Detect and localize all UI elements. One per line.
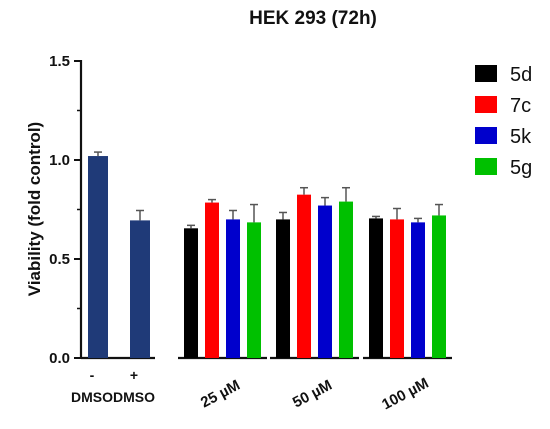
y-tick-label: 1.0 (49, 152, 70, 169)
y-tick-label: 1.5 (49, 53, 70, 70)
bars (88, 151, 446, 358)
bar-7c-group-3 (390, 219, 404, 358)
legend-swatch-5g (475, 158, 497, 175)
bar-5g-group-1 (247, 222, 261, 358)
legend-swatch-7c (475, 96, 497, 113)
legend: 5d 7c 5k 5g (475, 64, 532, 179)
bar-5g-group-2 (339, 201, 353, 358)
bar-control-2 (130, 220, 150, 358)
control-label-dmso: DMSO (71, 389, 113, 405)
y-tick-label: 0.0 (49, 350, 70, 367)
bar-5d-group-2 (276, 219, 290, 358)
y-tick-label: 0.5 (49, 251, 70, 268)
bar-5d-group-1 (184, 228, 198, 358)
bar-5k-group-2 (318, 205, 332, 358)
legend-label-7c: 7c (510, 95, 531, 117)
bar-7c-group-1 (205, 202, 219, 358)
legend-label-5d: 5d (510, 64, 532, 86)
group-label: 25 µM (198, 377, 243, 412)
bar-5g-group-3 (432, 215, 446, 358)
legend-swatch-5k (475, 127, 497, 144)
chart-title: HEK 293 (72h) (249, 8, 377, 29)
legend-label-5g: 5g (510, 157, 532, 179)
y-axis-label: Viability (fold control) (25, 122, 44, 296)
bar-7c-group-2 (297, 194, 311, 358)
legend-label-5k: 5k (510, 126, 532, 148)
control-label-dmso: DMSO (113, 389, 155, 405)
category-labels: - DMSO + DMSO 25 µM 50 µM 100 µM (71, 367, 432, 413)
bar-5d-group-3 (369, 218, 383, 358)
control-label-sign: - (90, 367, 95, 383)
control-label-sign: + (130, 367, 138, 383)
bar-control-1 (88, 156, 108, 358)
legend-swatch-5d (475, 65, 497, 82)
group-label: 50 µM (290, 377, 335, 412)
bar-5k-group-1 (226, 219, 240, 358)
bar-5k-group-3 (411, 222, 425, 358)
group-label: 100 µM (379, 375, 431, 414)
